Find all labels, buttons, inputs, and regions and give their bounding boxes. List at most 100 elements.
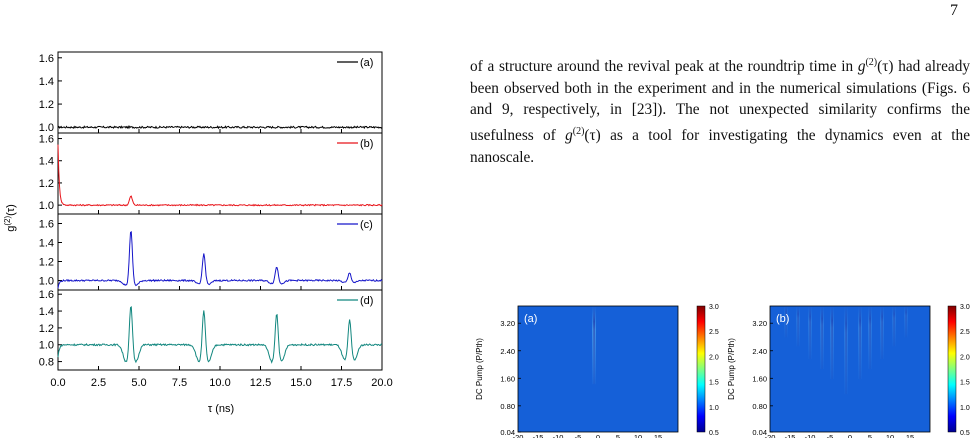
- colorbar-tick-label: 1.5: [960, 380, 970, 387]
- heatmap-x-tick-label: 10: [634, 433, 642, 438]
- colorbar-tick-label: 2.0: [709, 354, 719, 361]
- y-tick-label: 1.0: [39, 122, 54, 134]
- g2-panel-c: 1.0 1.2 1.4 1.6 (c): [39, 213, 383, 291]
- heatmap-y-tick-label: 1.60: [752, 374, 767, 383]
- heatmap-y-tick-label: 3.20: [752, 319, 767, 328]
- heatmap-y-tick-label: 0.80: [500, 402, 515, 411]
- colorbar: [696, 305, 706, 433]
- y-axis-label: g(2)(τ): [3, 204, 17, 232]
- x-tick-label: 5.0: [131, 377, 146, 389]
- g2-panel-a: 1.0 1.2 1.4 1.6 (a): [39, 51, 383, 134]
- x-tick-label: 12.5: [250, 377, 271, 389]
- heatmap-area: [517, 305, 679, 433]
- y-tick-label: 1.6: [39, 53, 54, 65]
- body-paragraph: of a structure around the revival peak a…: [470, 57, 970, 166]
- heatmap-y-tick-label: 0.04: [752, 428, 767, 437]
- x-axis-label: τ (ns): [208, 403, 234, 415]
- g2-series-line: [57, 306, 383, 364]
- x-tick-label: 15.0: [290, 377, 311, 389]
- heatmap-figure: (a) 0.04 0.80 1.60 2.40 3.20 -20 -15 -10 -5 0 5 10 15…: [475, 304, 970, 438]
- heatmap-panel-label: (b): [776, 313, 789, 325]
- heatmap-ridge: [893, 306, 895, 347]
- heatmap-x-tick-label: 0: [596, 433, 600, 438]
- heatmap-x-tick-label: -15: [785, 433, 796, 438]
- heatmap-x-tick-label: -5: [827, 433, 834, 438]
- x-tick-label: 7.5: [172, 377, 187, 389]
- y-tick-label: 1.4: [39, 76, 54, 88]
- heatmap-ridge: [797, 306, 799, 347]
- colorbar-tick-label: 1.5: [709, 380, 719, 387]
- colorbar-tick-label: 2.0: [960, 354, 970, 361]
- x-tick-label: 17.5: [331, 377, 352, 389]
- heatmap-y-tick-label: 1.60: [500, 374, 515, 383]
- heatmap-panel-label: (a): [524, 313, 537, 325]
- heatmap-x-tick-label: -15: [533, 433, 544, 438]
- heatmap-ridge: [593, 306, 595, 385]
- g2-panel-d: 0.8 1.0 1.2 1.4 1.6 (d): [39, 289, 383, 371]
- colorbar-tick-label: 1.0: [960, 405, 970, 412]
- y-tick-label: 1.4: [39, 306, 54, 318]
- heatmap-y-axis-label: DC Pump (P/Pth): [727, 338, 736, 400]
- x-tick-label: 20.0: [371, 377, 392, 389]
- colorbar-tick-label: 3.0: [709, 304, 719, 311]
- colorbar-tick-label: 2.5: [960, 329, 970, 336]
- heatmap-y-tick-label: 2.40: [752, 347, 767, 356]
- y-tick-label: 1.2: [39, 178, 54, 190]
- heatmap-x-tick-label: -20: [765, 433, 776, 438]
- y-tick-label: 1.6: [39, 289, 54, 301]
- heatmap-y-tick-label: 3.20: [500, 319, 515, 328]
- y-tick-label: 1.0: [39, 276, 54, 288]
- g2-series-line: [57, 125, 383, 130]
- y-tick-label: 1.4: [39, 238, 54, 250]
- heatmap-ridge: [869, 306, 871, 369]
- panel-frame: [57, 51, 383, 134]
- heatmap-ridge: [809, 306, 811, 359]
- colorbar-tick-label: 1.0: [709, 405, 719, 412]
- heatmap-ridge: [785, 306, 787, 338]
- y-tick-label: 1.0: [39, 340, 54, 352]
- y-tick-label: 1.6: [39, 134, 54, 146]
- heatmap-ridge: [821, 306, 823, 369]
- y-tick-label: 1.2: [39, 323, 54, 335]
- g2-series-line: [57, 144, 383, 207]
- heatmap-y-axis-label: DC Pump (P/Pth): [475, 338, 484, 400]
- heatmap-x-tick-label: 0: [848, 433, 852, 438]
- heatmap-x-tick-label: 5: [616, 433, 620, 438]
- heatmap-y-tick-label: 0.04: [500, 428, 515, 437]
- x-tick-label: 0.0: [50, 377, 65, 389]
- y-tick-label: 1.0: [39, 200, 54, 212]
- heatmap-ridge: [831, 306, 833, 380]
- y-tick-label: 1.6: [39, 219, 54, 231]
- heatmap-ridge: [881, 306, 883, 359]
- heatmap-x-tick-label: 10: [886, 433, 894, 438]
- y-tick-label: 1.4: [39, 156, 54, 168]
- heatmap-ridge: [845, 306, 847, 395]
- g2-stacked-line-chart: 1.01.21.41.6 (a)1.01.21.41.6 (b)1.01.21.41…: [3, 51, 393, 415]
- heatmap-y-tick-label: 2.40: [500, 347, 515, 356]
- heatmap-panel-b: (b) 0.04 0.80 1.60 2.40 3.20 -20 -15 -10 -5 0 5 10 15…: [727, 304, 970, 438]
- panel-label: (b): [360, 138, 373, 150]
- heatmap-x-tick-label: -20: [513, 433, 524, 438]
- heatmap-x-tick-label: -5: [575, 433, 582, 438]
- panel-frame: [57, 289, 383, 371]
- panel-label: (a): [360, 57, 373, 69]
- colorbar: [947, 305, 957, 433]
- y-tick-label: 1.2: [39, 257, 54, 269]
- colorbar-tick-label: 2.5: [709, 329, 719, 336]
- colorbar-tick-label: 3.0: [960, 304, 970, 311]
- heatmap-panel-a: (a) 0.04 0.80 1.60 2.40 3.20 -20 -15 -10 -5 0 5 10 15…: [475, 304, 719, 438]
- heatmap-x-tick-label: -10: [553, 433, 564, 438]
- y-tick-label: 1.2: [39, 99, 54, 111]
- x-tick-label: 2.5: [91, 377, 106, 389]
- panel-label: (c): [360, 219, 373, 231]
- colorbar-tick-label: 0.5: [960, 430, 970, 437]
- heatmap-x-tick-label: 15: [906, 433, 914, 438]
- x-tick-label: 10.0: [209, 377, 230, 389]
- heatmap-x-tick-label: -10: [805, 433, 816, 438]
- panel-frame: [57, 132, 383, 215]
- heatmap-ridge: [859, 306, 861, 380]
- heatmap-ridge: [905, 306, 907, 338]
- panel-frame: [57, 213, 383, 291]
- g2-series-line: [57, 231, 383, 289]
- heatmap-y-tick-label: 0.80: [752, 402, 767, 411]
